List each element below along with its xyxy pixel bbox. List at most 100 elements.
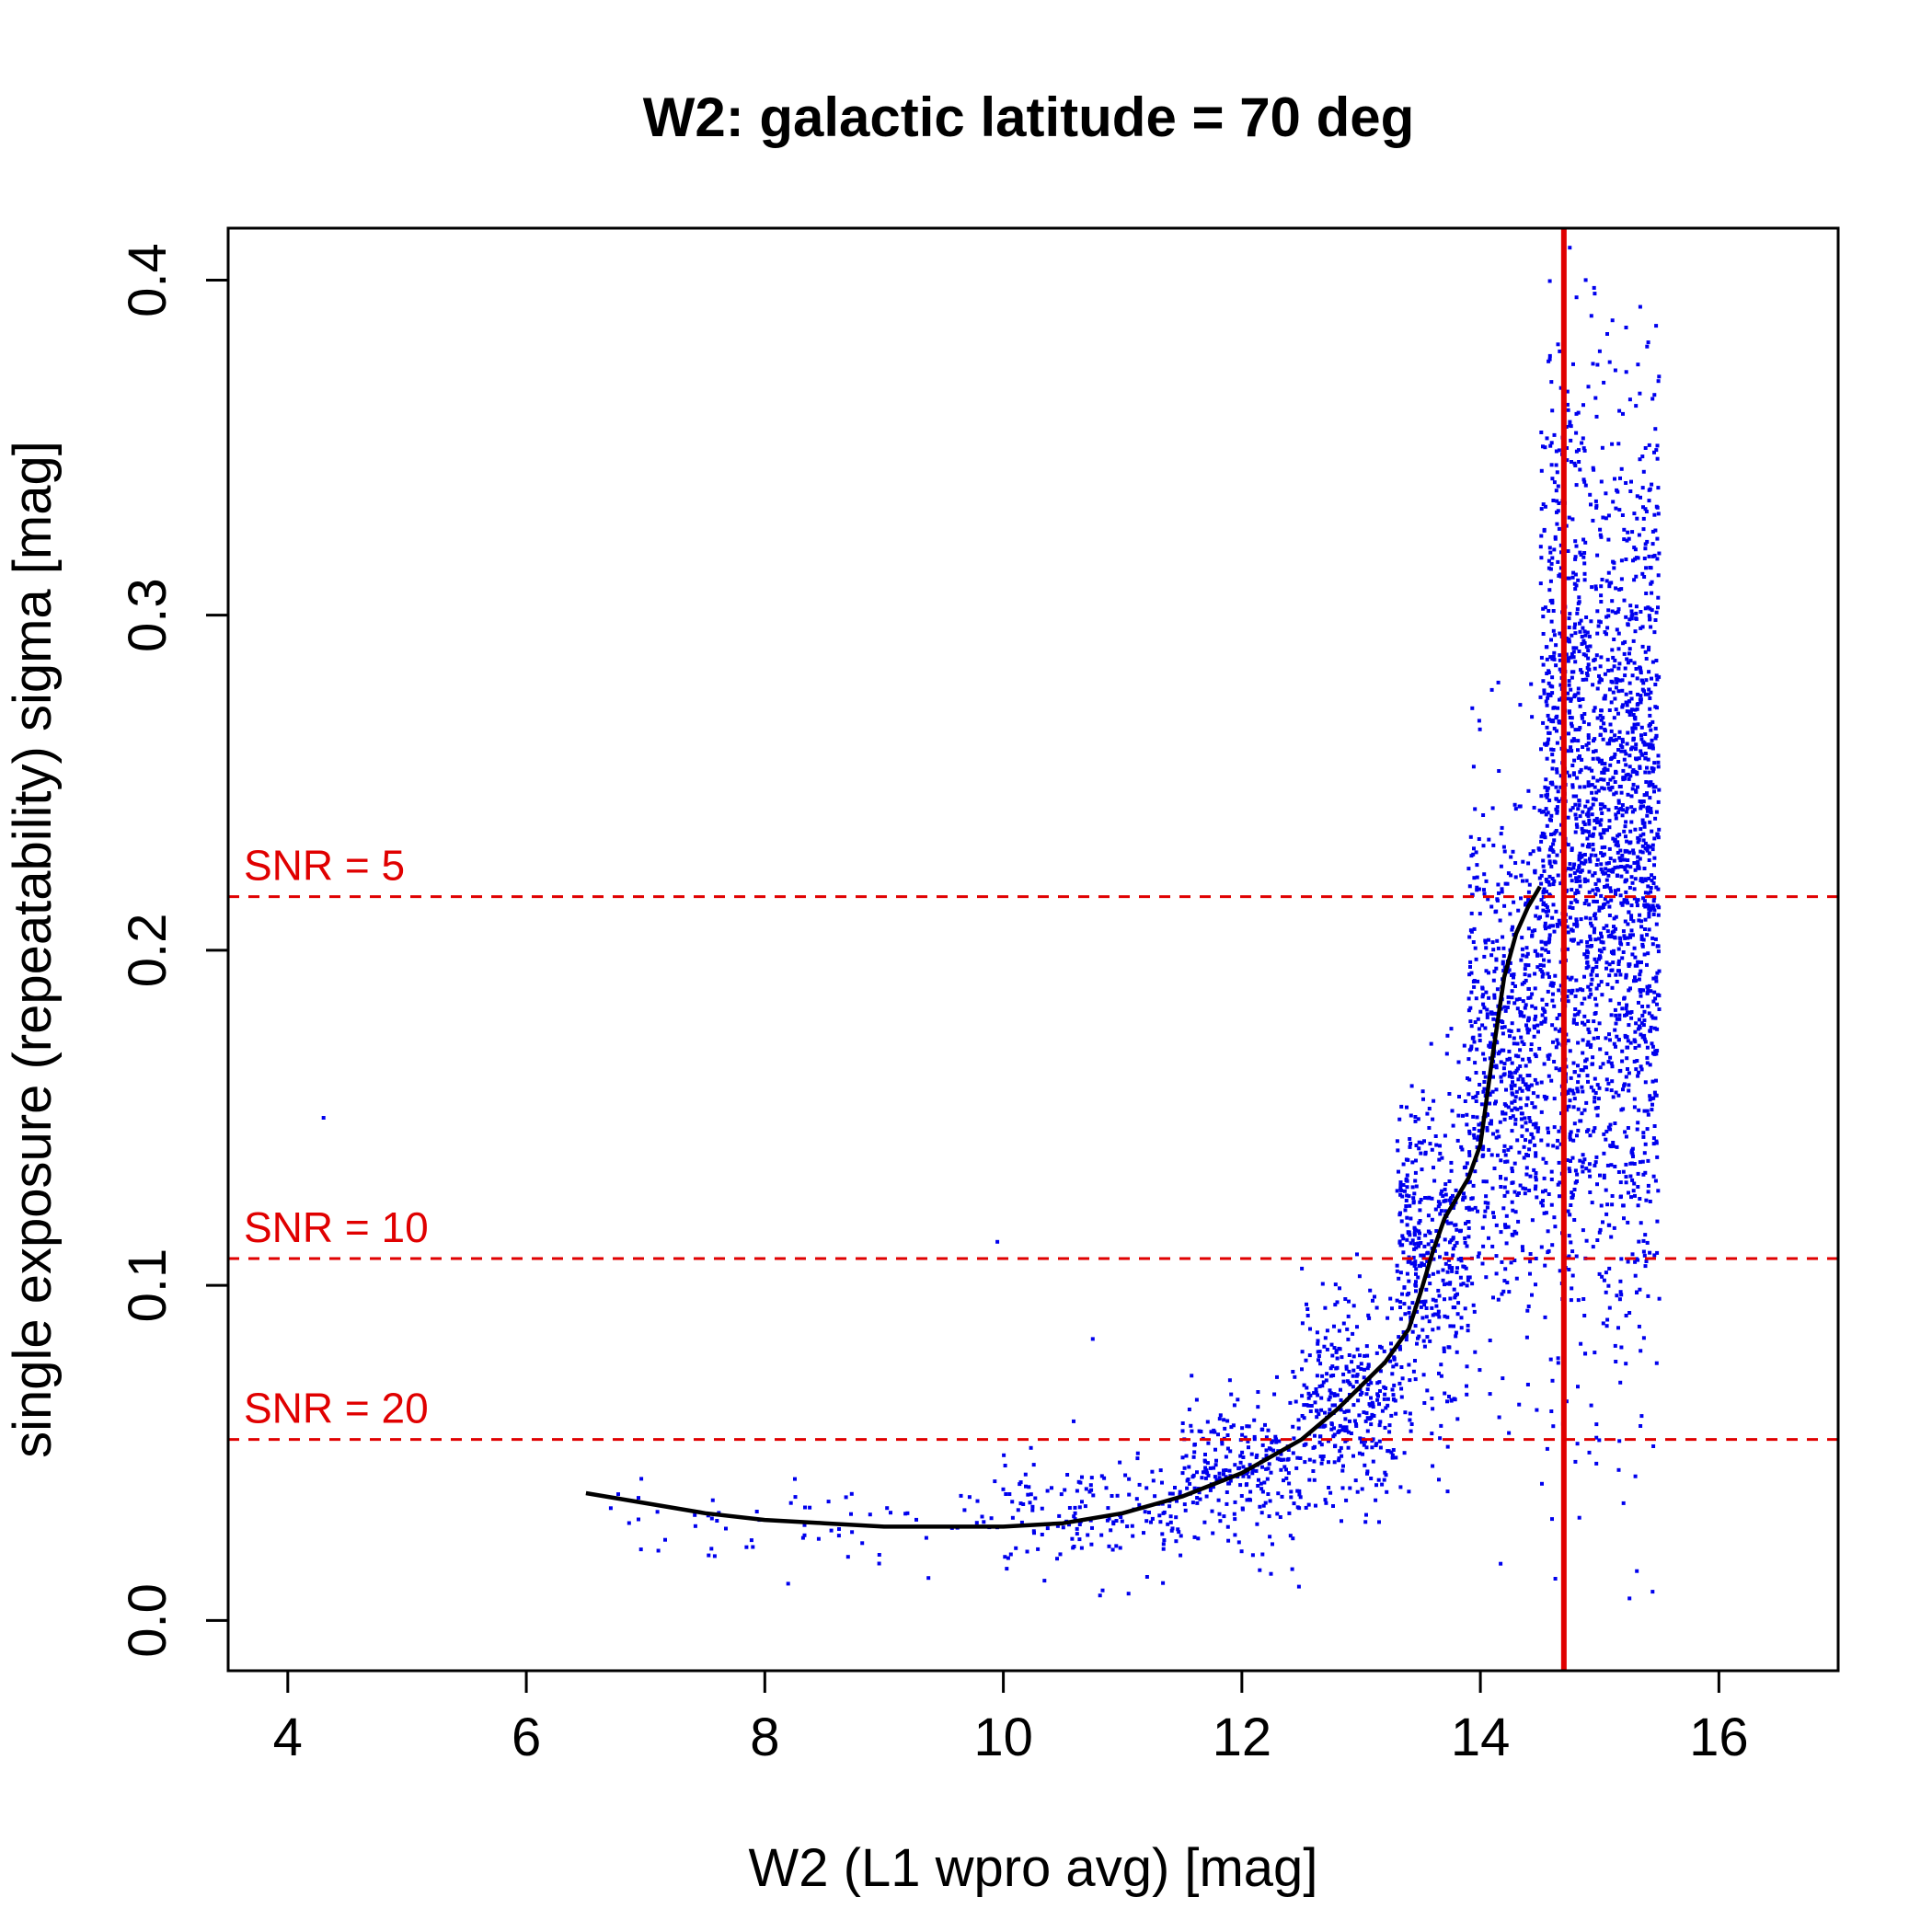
data-point (1639, 1021, 1644, 1026)
data-point (1527, 987, 1531, 991)
data-point (1488, 1392, 1492, 1397)
data-point (1613, 1165, 1617, 1168)
data-point (1400, 1194, 1405, 1199)
data-point (1513, 1121, 1518, 1126)
data-point (1655, 536, 1660, 541)
data-point (1405, 1193, 1409, 1198)
data-point (1243, 1435, 1248, 1440)
data-point (1534, 1282, 1537, 1287)
data-point (1205, 1461, 1210, 1466)
data-point (1640, 1159, 1645, 1164)
data-point (1651, 899, 1656, 903)
data-point (1657, 374, 1662, 379)
data-point (1604, 1212, 1609, 1216)
data-point (1420, 1261, 1424, 1266)
data-point (1627, 765, 1632, 769)
data-point (1555, 741, 1559, 745)
data-point (1584, 615, 1589, 619)
data-point (1369, 1477, 1374, 1480)
data-point (1571, 1020, 1576, 1025)
data-point (1107, 1544, 1111, 1548)
data-point (1583, 804, 1588, 809)
data-point (1180, 1471, 1185, 1476)
data-point (1569, 1240, 1573, 1245)
data-point (1505, 1159, 1510, 1164)
data-point (1571, 1091, 1576, 1096)
data-point (1654, 610, 1659, 615)
data-point (1475, 888, 1479, 892)
data-point (1611, 836, 1616, 841)
data-point (1414, 1184, 1419, 1189)
data-point (1466, 1092, 1471, 1097)
data-point (1602, 831, 1606, 835)
data-point (1588, 859, 1593, 864)
data-point (1413, 1262, 1418, 1267)
data-point (1585, 630, 1590, 635)
data-point (1616, 631, 1621, 636)
data-point (1394, 1363, 1398, 1367)
data-point (1318, 1362, 1323, 1366)
data-point (1552, 1060, 1557, 1064)
data-point (1320, 1374, 1325, 1378)
data-point (1605, 782, 1610, 786)
data-point (1549, 463, 1554, 467)
data-point (1549, 981, 1554, 985)
data-point (1509, 855, 1513, 859)
data-point (1556, 342, 1560, 347)
data-point (1645, 813, 1650, 818)
data-point (1539, 1201, 1544, 1205)
data-point (1521, 1080, 1525, 1085)
data-point (1547, 566, 1551, 570)
data-point (1173, 1486, 1177, 1489)
data-point (1445, 1399, 1449, 1404)
data-point (1627, 1023, 1631, 1028)
data-point (1431, 1328, 1435, 1332)
data-point (1291, 1424, 1295, 1429)
data-point (1437, 1294, 1442, 1298)
data-point (1633, 955, 1638, 960)
data-point (1543, 921, 1547, 926)
data-point (1656, 605, 1660, 610)
data-point (1487, 937, 1490, 942)
data-point (1532, 1034, 1536, 1039)
data-point (1513, 875, 1518, 880)
data-point (1482, 1080, 1487, 1084)
data-point (1407, 1305, 1411, 1310)
data-point (1612, 792, 1616, 797)
data-point (1055, 1557, 1059, 1561)
data-point (1650, 1108, 1654, 1112)
data-point (1405, 1179, 1409, 1183)
data-point (1641, 896, 1645, 901)
data-point (1555, 470, 1559, 475)
data-point (1604, 867, 1608, 871)
data-point (1476, 1137, 1480, 1142)
data-point (1229, 1425, 1234, 1430)
data-point (1612, 754, 1616, 759)
data-point (1217, 1476, 1222, 1480)
data-point (1645, 991, 1650, 995)
data-point (1436, 1309, 1441, 1314)
data-point (1638, 1160, 1642, 1165)
data-point (1597, 1021, 1602, 1026)
data-point (1489, 687, 1494, 692)
data-point (1525, 1030, 1530, 1035)
data-point (1643, 507, 1648, 512)
data-point (1633, 707, 1638, 712)
data-point (1580, 642, 1584, 646)
data-point (1470, 1036, 1475, 1041)
data-point (1608, 1144, 1613, 1148)
data-point (1363, 1367, 1366, 1372)
data-point (1544, 699, 1548, 704)
data-point (1363, 1520, 1368, 1524)
data-point (1507, 1431, 1512, 1435)
data-point (1180, 1429, 1185, 1433)
data-point (1398, 1180, 1403, 1185)
data-point (1319, 1443, 1324, 1447)
data-point (1333, 1303, 1338, 1307)
data-point (1296, 1418, 1301, 1422)
data-point (663, 1537, 667, 1542)
data-point (802, 1533, 807, 1537)
data-point (1525, 1074, 1530, 1077)
data-point (1374, 1305, 1379, 1310)
data-point (1558, 658, 1562, 662)
